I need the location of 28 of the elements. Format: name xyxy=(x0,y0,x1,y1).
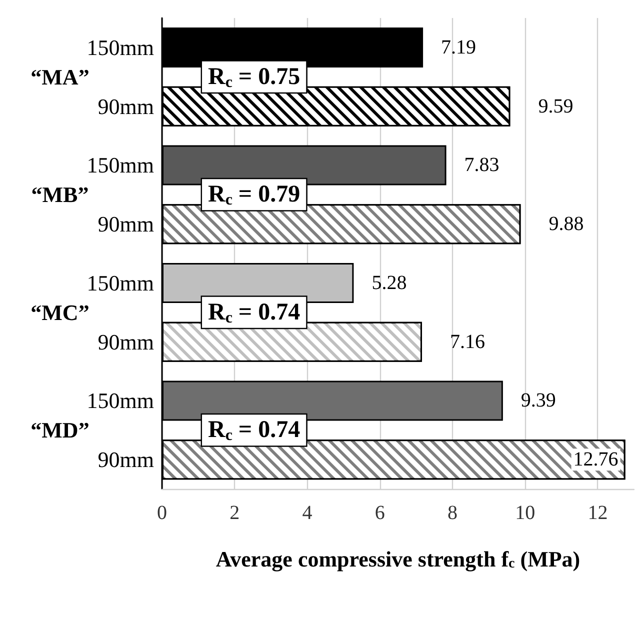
text: “MB” xyxy=(31,182,89,208)
x-axis-title: Average compressive strength fc (MPa) xyxy=(216,546,580,572)
x-tick-label: 2 xyxy=(230,502,240,524)
y-tick-label: 90mm xyxy=(98,447,154,472)
text: “MC” xyxy=(30,300,90,325)
y-tick-label: 90mm xyxy=(98,94,154,119)
y-tick-label: 150mm xyxy=(86,388,154,414)
x-tick-label: 10 xyxy=(515,502,536,524)
data-label: 9.88 xyxy=(548,213,584,236)
y-tick-label: 90mm xyxy=(98,329,154,354)
x-tick-label: 6 xyxy=(374,502,385,524)
data-label: 9.39 xyxy=(520,390,556,412)
y-tick-label: 150mm xyxy=(86,34,154,60)
y-tick-label: 90mm xyxy=(98,212,154,237)
x-tick-label: 12 xyxy=(588,502,608,524)
data-label: 7.83 xyxy=(464,154,500,176)
x-tick-label: 8 xyxy=(447,502,458,524)
x-tick-label: 4 xyxy=(302,502,312,524)
text: “MD” xyxy=(30,418,90,443)
data-label: 12.76 xyxy=(573,448,618,471)
y-tick-label: 150mm xyxy=(86,152,154,178)
data-label: 7.19 xyxy=(441,36,476,58)
x-tick-label: 0 xyxy=(157,502,167,524)
text: “MA” xyxy=(30,64,90,90)
y-tick-label: 150mm xyxy=(86,270,154,296)
data-label: 9.59 xyxy=(538,95,574,118)
data-label: 7.16 xyxy=(450,330,485,353)
data-label: 5.28 xyxy=(372,272,407,294)
